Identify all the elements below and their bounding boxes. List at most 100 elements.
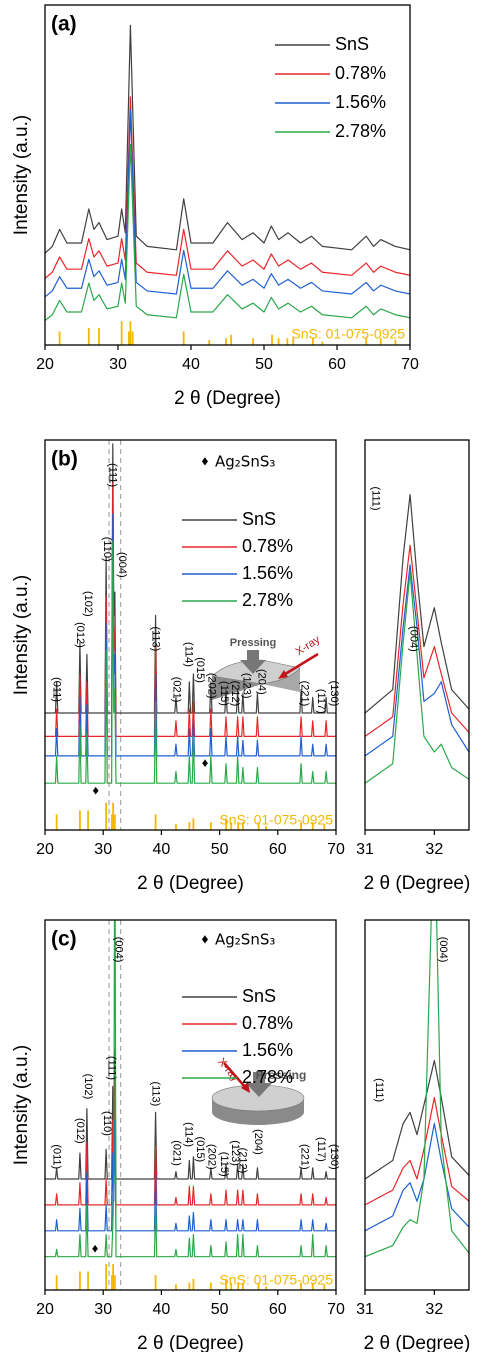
x-axis-label: 2 θ (Degree) bbox=[364, 873, 471, 894]
legend-label: 2.78% bbox=[242, 1067, 293, 1087]
peak-label: (221) bbox=[299, 1144, 311, 1170]
legend-label: 0.78% bbox=[242, 536, 293, 556]
peak-label: (212) bbox=[236, 1148, 248, 1174]
xrd-curve bbox=[45, 109, 410, 298]
peak-label: (012) bbox=[74, 1118, 86, 1144]
reference-label: SnS: 01-075-0925 bbox=[291, 326, 405, 342]
xrd-curve bbox=[45, 143, 410, 321]
reference-stick bbox=[175, 1284, 177, 1290]
legend-label: SnS bbox=[242, 509, 276, 529]
reference-stick bbox=[175, 824, 177, 830]
reference-stick bbox=[87, 1271, 89, 1290]
peak-label: (113) bbox=[150, 626, 162, 651]
reference-stick bbox=[230, 822, 233, 830]
plot-frame bbox=[44, 919, 337, 1291]
reference-stick bbox=[311, 822, 314, 830]
reference-stick bbox=[257, 822, 260, 830]
reference-stick bbox=[237, 822, 240, 830]
peak-label: (130) bbox=[328, 681, 340, 707]
x-tick-label: 60 bbox=[328, 356, 346, 373]
y-axis-label: Intensity (a.u.) bbox=[11, 115, 32, 235]
marker-legend-label: Ag₂SnS₃ bbox=[215, 453, 275, 471]
peak-label: (004) bbox=[437, 937, 449, 963]
legend-label: 1.56% bbox=[242, 563, 293, 583]
peak-label: (202) bbox=[206, 673, 218, 699]
reference-stick bbox=[237, 1282, 240, 1290]
reference-stick bbox=[87, 328, 90, 345]
x-tick-label: 70 bbox=[401, 356, 419, 373]
peak-label: (110) bbox=[101, 537, 113, 562]
reference-stick bbox=[265, 826, 268, 830]
x-tick-label: 70 bbox=[327, 841, 345, 858]
peak-label: (113) bbox=[150, 1081, 162, 1106]
reference-stick bbox=[312, 338, 314, 345]
reference-stick bbox=[98, 328, 100, 345]
reference-stick bbox=[323, 824, 326, 830]
peak-label: (111) bbox=[105, 1056, 117, 1080]
legend-label: 1.56% bbox=[335, 92, 386, 112]
peak-label: (202) bbox=[206, 1144, 218, 1170]
plot-frame bbox=[44, 439, 337, 831]
peak-label: (110) bbox=[101, 1111, 113, 1136]
peak-label: (221) bbox=[299, 681, 311, 707]
peak-label: (117) bbox=[315, 1137, 327, 1162]
xrd-curve bbox=[45, 513, 336, 757]
peak-label: (004) bbox=[112, 937, 124, 963]
press-arrow bbox=[240, 650, 266, 674]
xrd-curve bbox=[365, 920, 469, 1258]
reference-stick bbox=[105, 802, 108, 830]
reference-stick bbox=[55, 1275, 58, 1290]
peak-label: (117) bbox=[315, 689, 327, 714]
reference-stick bbox=[265, 1286, 268, 1290]
reference-stick bbox=[112, 1264, 114, 1290]
peak-label: (123) bbox=[229, 1140, 241, 1166]
reference-stick bbox=[154, 1275, 157, 1290]
xrd-curve bbox=[365, 544, 469, 737]
reference-stick bbox=[230, 1282, 233, 1290]
reference-stick bbox=[105, 1264, 108, 1290]
reference-stick bbox=[300, 822, 302, 830]
x-tick-label: 70 bbox=[327, 1301, 345, 1318]
reference-stick bbox=[208, 339, 211, 345]
x-tick-label: 50 bbox=[211, 1301, 229, 1318]
reference-stick bbox=[379, 338, 382, 345]
peak-label: (212) bbox=[229, 681, 241, 707]
x-tick-label: 60 bbox=[269, 841, 287, 858]
legend-label: SnS bbox=[335, 34, 369, 54]
peak-label: (102) bbox=[82, 591, 94, 617]
legend-label: 2.78% bbox=[242, 590, 293, 610]
sample-top bbox=[211, 659, 301, 685]
reference-stick bbox=[192, 1278, 195, 1290]
inset-text: Pressing bbox=[230, 637, 276, 649]
reference-stick bbox=[128, 331, 130, 345]
x-tick-label: 40 bbox=[182, 356, 200, 373]
peak-label: (204) bbox=[256, 669, 268, 695]
y-axis-label: Intensity (a.u.) bbox=[11, 575, 32, 695]
x-tick-label: 30 bbox=[94, 841, 112, 858]
peak-label: (204) bbox=[252, 1129, 264, 1155]
inset-text: X-ray bbox=[294, 633, 323, 658]
x-tick-label: 20 bbox=[36, 841, 54, 858]
plot-area bbox=[365, 920, 469, 1258]
peak-label: (011) bbox=[51, 677, 63, 702]
legend-label: 1.56% bbox=[242, 1040, 293, 1060]
reference-stick bbox=[257, 1282, 260, 1290]
x-axis-label: 2 θ (Degree) bbox=[364, 1333, 471, 1352]
reference-stick bbox=[365, 338, 368, 345]
peak-label: (102) bbox=[82, 1074, 94, 1100]
peak-label: (114) bbox=[182, 642, 194, 667]
reference-stick bbox=[286, 338, 289, 345]
plot-frame bbox=[364, 919, 470, 1291]
x-axis-label: 2 θ (Degree) bbox=[137, 873, 244, 894]
x-tick-label: 40 bbox=[153, 1301, 171, 1318]
peak-label: (114) bbox=[182, 1122, 194, 1147]
xrd-curve bbox=[45, 96, 410, 279]
reference-stick bbox=[112, 802, 114, 830]
peak-label: (111) bbox=[107, 463, 119, 487]
x-tick-label: 32 bbox=[425, 841, 443, 858]
reference-stick bbox=[192, 818, 195, 830]
panel-label: (b) bbox=[51, 448, 78, 471]
press-arrow bbox=[246, 1072, 272, 1097]
reference-stick bbox=[111, 1275, 113, 1290]
